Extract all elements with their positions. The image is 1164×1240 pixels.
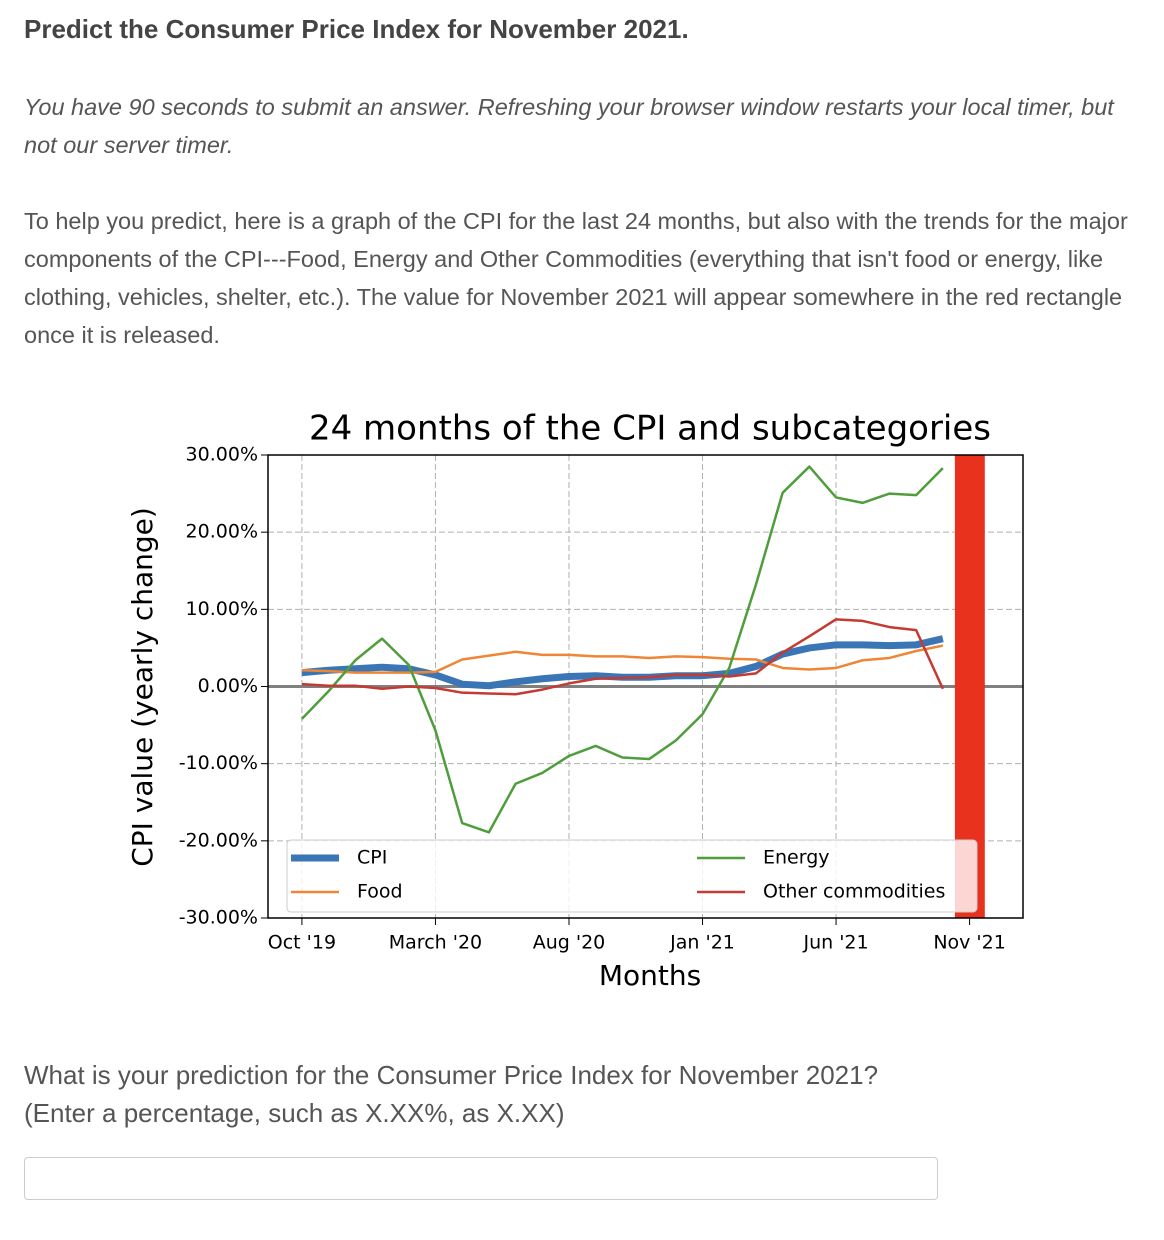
legend-label: Food bbox=[357, 881, 403, 903]
y-tick-label: 10.00% bbox=[186, 598, 258, 620]
instructions: You have 90 seconds to submit an answer.… bbox=[24, 94, 1114, 158]
legend-label: Other commodities bbox=[763, 881, 945, 903]
y-tick-label: 30.00% bbox=[186, 444, 258, 466]
question-line: (Enter a percentage, such as X.XX%, as X… bbox=[24, 1098, 565, 1128]
y-tick-label: -20.00% bbox=[179, 829, 258, 851]
heading: Predict the Consumer Price Index for Nov… bbox=[24, 14, 689, 44]
plot-frame bbox=[267, 454, 1024, 919]
x-tick-label: Aug '20 bbox=[533, 932, 606, 954]
y-axis-label: CPI value (yearly change) bbox=[126, 507, 159, 867]
x-tick-label: Oct '19 bbox=[268, 932, 336, 954]
y-tick-label: -30.00% bbox=[179, 907, 258, 929]
y-tick-label: -10.00% bbox=[179, 752, 258, 774]
y-tick-label: 0.00% bbox=[198, 675, 258, 697]
y-tick-label: 20.00% bbox=[186, 521, 258, 543]
legend-box bbox=[286, 839, 978, 913]
x-tick-label: Jun '21 bbox=[802, 932, 868, 954]
answer-input[interactable] bbox=[24, 1157, 938, 1200]
chart: 24 months of the CPI and subcategories M… bbox=[126, 409, 1024, 992]
chart-title: 24 months of the CPI and subcategories bbox=[309, 409, 991, 449]
question-line: What is your prediction for the Consumer… bbox=[24, 1060, 879, 1090]
legend: CPI Food Energy Other commodities bbox=[286, 839, 978, 913]
series-line bbox=[301, 465, 944, 834]
legend-label: Energy bbox=[763, 847, 830, 869]
description: To help you predict, here is a graph of … bbox=[24, 208, 1128, 348]
series-line bbox=[301, 644, 944, 674]
question: What is your prediction for the Consumer… bbox=[24, 1056, 1134, 1132]
x-axis-label: Months bbox=[599, 959, 701, 992]
x-tick-label: Jan '21 bbox=[669, 932, 735, 954]
series-line bbox=[301, 618, 945, 696]
x-tick-label: March '20 bbox=[389, 932, 482, 954]
x-tick-label: Nov '21 bbox=[933, 932, 1006, 954]
legend-label: CPI bbox=[357, 847, 387, 869]
